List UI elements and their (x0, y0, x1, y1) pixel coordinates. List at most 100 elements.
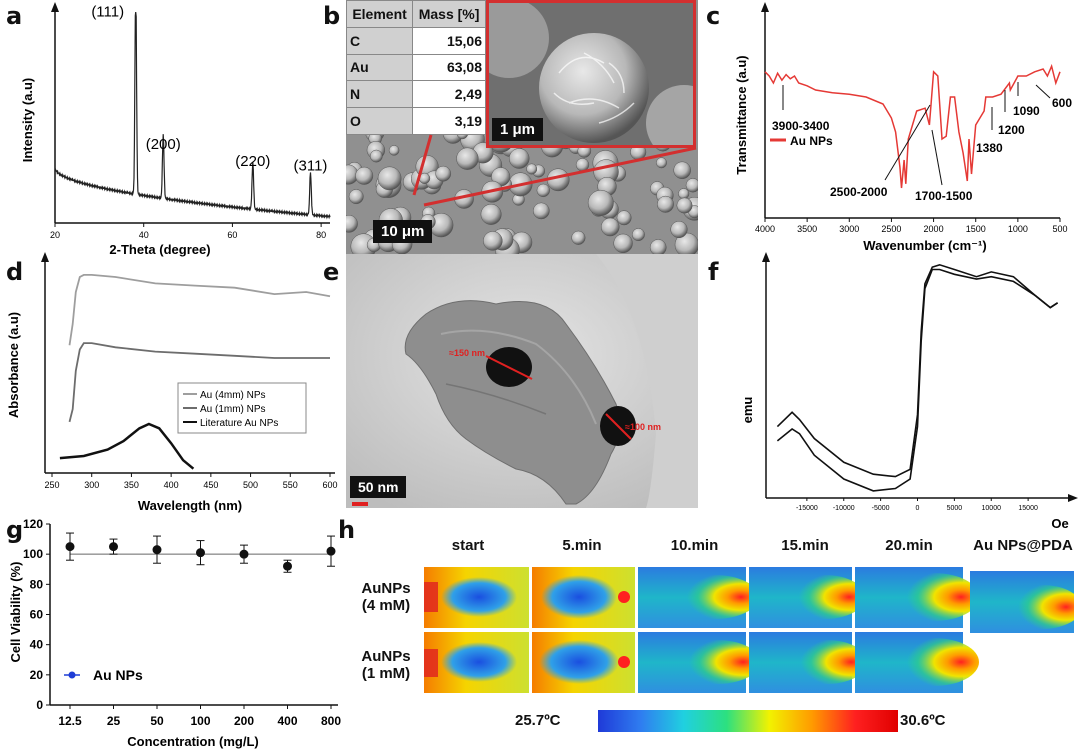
element-cell: O (345, 107, 414, 135)
ftir-x-tick-label: 2000 (924, 224, 944, 234)
sem-particle (676, 197, 693, 214)
xrd-x-tick-label: 40 (139, 230, 149, 240)
uvvis-series-line (59, 422, 195, 470)
uvvis-y-arrow (41, 252, 49, 262)
mass-cell: 63,08 (412, 53, 486, 82)
vsm-x-tick-label: -5000 (872, 505, 890, 512)
vsm-y-label: emu (740, 397, 755, 424)
sem-particle (348, 189, 364, 205)
thermal-col-10min: 10.min (670, 537, 719, 554)
tem-image: ≈150 nm ≈100 nm 50 nm (346, 254, 698, 508)
uvvis-x-tick-label: 300 (84, 480, 99, 490)
tem-scale-bar: 50 nm (350, 476, 407, 498)
viability-x-tick-label: 25 (107, 714, 121, 728)
viability-y-tick-label: 40 (30, 638, 44, 652)
tem-size-label-1: ≈150 nm (449, 348, 485, 358)
sem-particle (369, 149, 383, 163)
xrd-x-tick-label: 80 (316, 230, 326, 240)
thermal-color-scale (598, 710, 898, 732)
ftir-annot-3900: 3900-3400 (772, 119, 830, 133)
panel-label-h: h (338, 516, 356, 544)
ftir-legend-label: Au NPs (790, 134, 833, 148)
viability-chart: 0 20 40 60 80 100 120 12.5 25 50 100 200 400 800 Au N… (8, 517, 341, 749)
viability-y-tick-label: 0 (36, 698, 43, 712)
ftir-annot-1700: 1700-1500 (915, 189, 973, 203)
ftir-x-label: Wavenumber (cm⁻¹) (863, 238, 986, 253)
sem-particle (571, 230, 586, 245)
xrd-y-label: Intensity (a.u) (20, 78, 35, 163)
ftir-x-tick-label: 1500 (966, 224, 986, 234)
panel-label-a: a (6, 2, 23, 30)
thermal-row-label-4mm: AuNPs (4 mM) (356, 580, 416, 614)
xrd-peak-label: (111) (91, 3, 124, 20)
viability-x-tick-label: 800 (321, 714, 341, 728)
uvvis-x-tick-label: 250 (44, 480, 59, 490)
xrd-peak-label: (220) (235, 153, 270, 170)
sem-particle (685, 178, 698, 193)
sem-zoom-lines (412, 134, 697, 207)
viability-x-tick-label: 12.5 (58, 714, 82, 728)
thermal-col-15min: 15.min (781, 537, 829, 554)
sem-scale-bar: 10 μm (373, 220, 433, 243)
ftir-annotation-arrows (782, 82, 1051, 186)
thermal-cell-4mm-5min (532, 567, 635, 628)
viability-x-tick-label: 50 (150, 714, 164, 728)
viability-y-tick-label: 80 (30, 577, 44, 591)
tem-size-label-2: ≈100 nm (625, 422, 661, 432)
ftir-y-arrow (761, 2, 769, 12)
sem-particle (670, 220, 688, 239)
xrd-peak-label: (311) (294, 157, 328, 174)
sem-particle (355, 166, 374, 185)
panel-label-g: g (6, 516, 24, 544)
xrd-peak-label: (200) (146, 136, 181, 153)
vsm-y-arrow (762, 252, 770, 262)
viability-point (196, 548, 205, 558)
row-label-line-1: AuNPs (361, 648, 411, 665)
viability-point (283, 561, 292, 571)
thermal-col-5min: 5.min (562, 537, 602, 554)
viability-x-label: Concentration (mg/L) (127, 734, 258, 749)
ftir-chart: 4000 3500 3000 2500 2000 1500 1000 500 Au NPs 3… (734, 2, 1072, 253)
uvvis-x-tick-label: 350 (124, 480, 139, 490)
sem-particle (657, 195, 674, 213)
panel-label-f: f (708, 258, 719, 286)
thermal-cell-1mm-start (424, 632, 529, 693)
vsm-x-tick-label: -10000 (833, 505, 855, 512)
viability-legend-label: Au NPs (93, 667, 143, 683)
xrd-chart: 20 40 60 80 (111) (200) (220) (311) 2-Theta (d… (20, 2, 331, 257)
ftir-legend: Au NPs (770, 134, 833, 148)
thermal-cell-4mm-20min (855, 567, 979, 628)
sem-particle (673, 161, 691, 180)
uvvis-legend (177, 382, 307, 434)
row-label-line-1: AuNPs (361, 580, 411, 597)
ftir-annotations: 3900-3400 2500-2000 1700-1500 1380 1200 … (772, 96, 1072, 203)
thermal-cell-4mm-10min (638, 567, 759, 628)
uvvis-x-tick-label: 600 (322, 480, 337, 490)
sem-particle (587, 189, 614, 216)
uvvis-legend-label: Literature Au NPs (200, 418, 278, 429)
sem-particle (616, 210, 632, 226)
sem-particle (377, 166, 402, 191)
sem-inset-scale-bar: 1 μm (492, 118, 544, 141)
legend-marker (68, 671, 76, 679)
table-header-element: Element (345, 0, 414, 28)
ftir-x-tick-label: 500 (1052, 224, 1067, 234)
element-cell: C (345, 26, 414, 55)
table-row: C 15,06 (345, 26, 486, 55)
sem-particle (600, 217, 620, 237)
thermal-cell-1mm-15min (749, 632, 868, 693)
thermal-cell-1mm-10min (638, 632, 761, 693)
thermal-cell-1mm-20min (855, 632, 979, 693)
ftir-y-label: Transmittance (a.u) (734, 55, 749, 174)
sem-particle (656, 157, 667, 169)
sem-particle (456, 147, 479, 170)
uvvis-x-tick-label: 550 (283, 480, 298, 490)
vsm-x-tick-label: -15000 (796, 505, 818, 512)
uvvis-legend-label: Au (4mm) NPs (200, 390, 266, 401)
viability-y-tick-label: 100 (23, 547, 43, 561)
thermal-panel: start 5.min 10.min 15.min 20.min Au NPs@… (358, 530, 1080, 752)
viability-y-label: Cell Viability (%) (8, 562, 23, 663)
viability-point (65, 542, 75, 552)
thermal-cell-pda (970, 571, 1074, 633)
table-header-mass: Mass [%] (412, 0, 486, 28)
